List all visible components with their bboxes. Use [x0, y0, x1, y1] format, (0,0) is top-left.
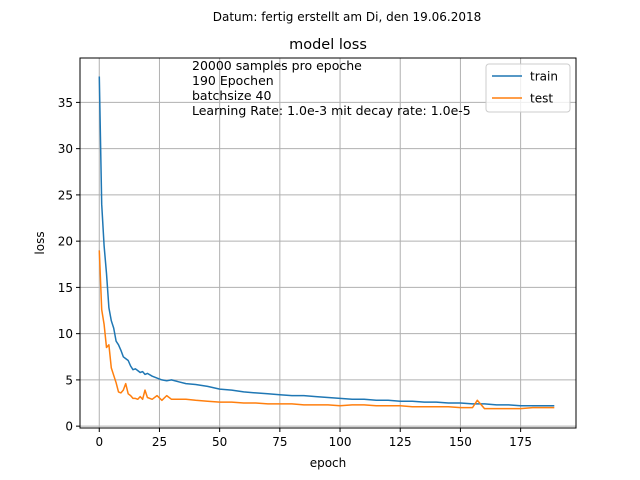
series-line-train: [98, 76, 555, 407]
x-tick-label: 100: [329, 435, 352, 449]
legend: train test: [485, 63, 571, 113]
figure-suptitle: Datum: fertig erstellt am Di, den 19.06.…: [213, 10, 482, 24]
x-tick-label: 75: [272, 435, 287, 449]
axis-ticks: 0 25 50 75 100 125 150 175 0 5 10 15 20 25 30 35: [58, 96, 532, 449]
legend-label-test: test: [530, 92, 553, 106]
y-axis-label: loss: [33, 231, 47, 254]
annotation-line: 20000 samples pro epoche: [192, 58, 362, 73]
x-axis-label: epoch: [310, 456, 347, 470]
chart-title: model loss: [289, 37, 367, 53]
x-tick-label: 150: [449, 435, 472, 449]
plot-frame: [79, 57, 577, 429]
y-tick-label: 0: [65, 420, 73, 434]
y-tick-label: 10: [58, 327, 73, 341]
x-tick-label: 50: [212, 435, 227, 449]
y-tick-label: 5: [65, 373, 73, 387]
grid-lines: [80, 58, 576, 428]
x-tick-label: 0: [95, 435, 103, 449]
data-series: [98, 76, 555, 410]
x-tick-label: 175: [509, 435, 532, 449]
y-tick-label: 20: [58, 235, 73, 249]
y-tick-label: 30: [58, 142, 73, 156]
annotation-line: batchsize 40: [192, 88, 271, 103]
legend-label-train: train: [530, 70, 558, 84]
y-tick-label: 25: [58, 188, 73, 202]
y-tick-label: 15: [58, 281, 73, 295]
annotation-line: 190 Epochen: [192, 73, 274, 88]
x-tick-label: 125: [389, 435, 412, 449]
annotation-line: Learning Rate: 1.0e-3 mit decay rate: 1.…: [192, 103, 471, 118]
y-tick-label: 35: [58, 96, 73, 110]
x-tick-label: 25: [152, 435, 167, 449]
series-line-test: [98, 250, 555, 410]
